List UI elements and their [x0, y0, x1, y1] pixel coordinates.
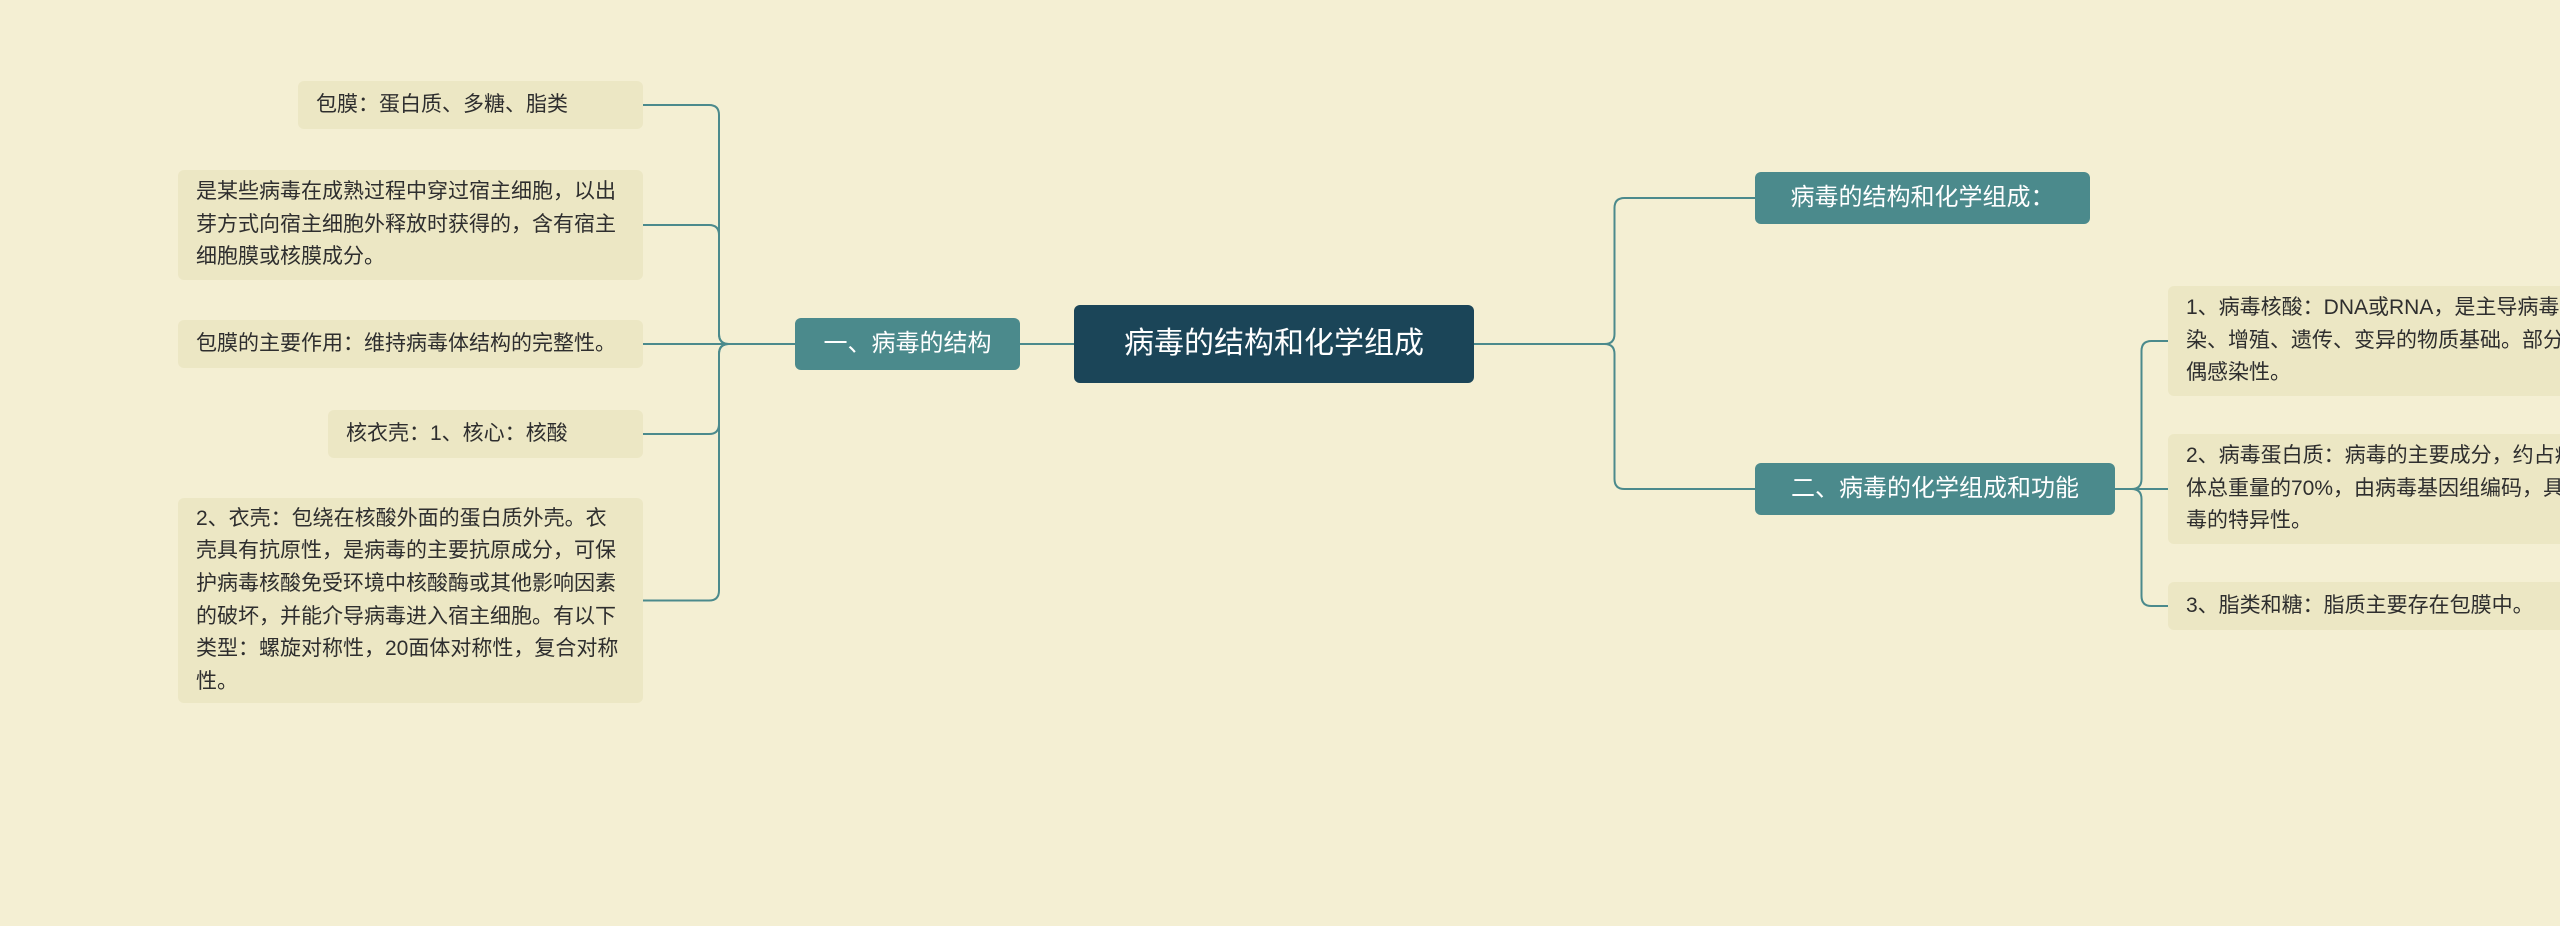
- root-node[interactable]: 病毒的结构和化学组成: [1074, 305, 1474, 383]
- branch-right-0-label: 病毒的结构和化学组成：: [1791, 179, 2055, 216]
- leaf-right-1-0[interactable]: 1、病毒核酸：DNA或RNA，是主导病毒感染、增殖、遗传、变异的物质基础。部分核…: [2168, 286, 2560, 396]
- leaf-left-2-label: 包膜的主要作用：维持病毒体结构的完整性。: [196, 328, 616, 361]
- leaf-left-1[interactable]: 是某些病毒在成熟过程中穿过宿主细胞，以出芽方式向宿主细胞外释放时获得的，含有宿主…: [178, 170, 643, 280]
- leaf-right-1-2-label: 3、脂类和糖：脂质主要存在包膜中。: [2186, 590, 2534, 623]
- leaf-left-0-label: 包膜：蛋白质、多糖、脂类: [316, 89, 568, 122]
- leaf-right-1-1[interactable]: 2、病毒蛋白质：病毒的主要成分，约占病毒体总重量的70%，由病毒基因组编码，具有…: [2168, 434, 2560, 544]
- leaf-left-3-label: 核衣壳：1、核心：核酸: [346, 418, 568, 451]
- leaf-right-1-0-label: 1、病毒核酸：DNA或RNA，是主导病毒感染、增殖、遗传、变异的物质基础。部分核…: [2186, 292, 2560, 390]
- branch-left[interactable]: 一、病毒的结构: [795, 318, 1020, 370]
- leaf-left-4-label: 2、衣壳：包绕在核酸外面的蛋白质外壳。衣壳具有抗原性，是病毒的主要抗原成分，可保…: [196, 503, 625, 698]
- leaf-left-2[interactable]: 包膜的主要作用：维持病毒体结构的完整性。: [178, 320, 643, 368]
- branch-right-0[interactable]: 病毒的结构和化学组成：: [1755, 172, 2090, 224]
- root-label: 病毒的结构和化学组成: [1124, 321, 1424, 368]
- branch-right-1-label: 二、病毒的化学组成和功能: [1791, 470, 2079, 507]
- leaf-left-3[interactable]: 核衣壳：1、核心：核酸: [328, 410, 643, 458]
- leaf-left-1-label: 是某些病毒在成熟过程中穿过宿主细胞，以出芽方式向宿主细胞外释放时获得的，含有宿主…: [196, 176, 625, 274]
- leaf-left-4[interactable]: 2、衣壳：包绕在核酸外面的蛋白质外壳。衣壳具有抗原性，是病毒的主要抗原成分，可保…: [178, 498, 643, 703]
- leaf-right-1-2[interactable]: 3、脂类和糖：脂质主要存在包膜中。: [2168, 582, 2560, 630]
- leaf-right-1-1-label: 2、病毒蛋白质：病毒的主要成分，约占病毒体总重量的70%，由病毒基因组编码，具有…: [2186, 440, 2560, 538]
- branch-left-label: 一、病毒的结构: [824, 325, 992, 362]
- leaf-left-0[interactable]: 包膜：蛋白质、多糖、脂类: [298, 81, 643, 129]
- branch-right-1[interactable]: 二、病毒的化学组成和功能: [1755, 463, 2115, 515]
